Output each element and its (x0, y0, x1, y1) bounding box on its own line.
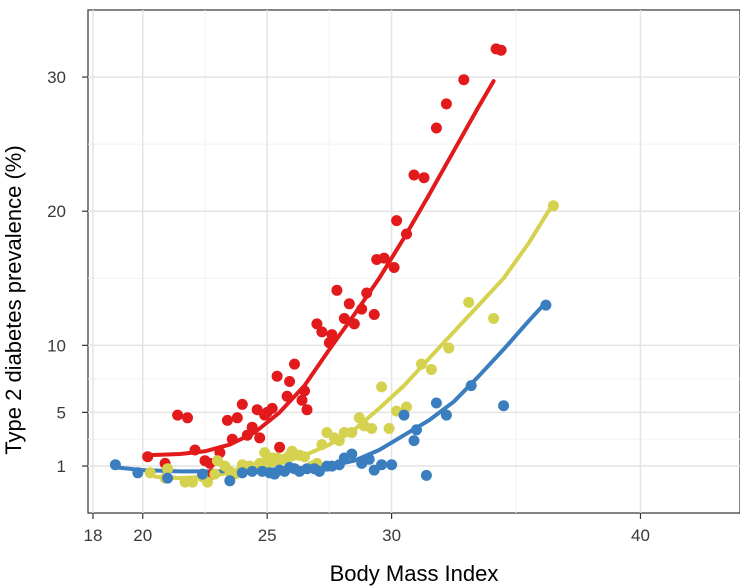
data-point-series-1 (226, 433, 238, 445)
data-point-series-3 (498, 400, 510, 412)
y-tick-label: 20 (47, 202, 66, 221)
data-point-series-1 (172, 409, 184, 421)
data-point-series-1 (221, 414, 233, 426)
data-point-series-1 (361, 287, 373, 299)
data-point-series-1 (391, 215, 403, 227)
x-tick-label: 20 (133, 526, 152, 545)
data-point-series-3 (162, 472, 174, 484)
data-point-series-3 (246, 465, 258, 477)
data-point-series-3 (420, 469, 432, 481)
data-point-series-3 (386, 459, 398, 471)
data-point-series-2 (488, 313, 500, 324)
data-point-series-2 (299, 451, 310, 463)
x-tick-label: 40 (631, 526, 650, 545)
data-point-series-3 (408, 435, 420, 447)
data-point-series-2 (316, 439, 328, 451)
data-point-series-1 (299, 385, 310, 397)
data-point-series-1 (274, 441, 286, 453)
data-point-series-1 (266, 402, 278, 414)
data-point-series-1 (418, 172, 430, 184)
data-point-series-1 (311, 318, 323, 330)
data-point-series-3 (363, 453, 375, 465)
data-point-series-1 (301, 404, 313, 416)
data-point-series-1 (348, 318, 360, 330)
data-point-series-2 (353, 412, 365, 424)
data-point-series-1 (231, 412, 243, 424)
y-axis-ticks: 1 5 10 20 30 (47, 68, 88, 476)
data-point-series-3 (236, 467, 248, 479)
data-point-series-2 (383, 423, 395, 434)
data-point-series-3 (398, 409, 410, 421)
y-tick-label: 30 (47, 68, 66, 87)
x-axis-title: Body Mass Index (330, 561, 499, 586)
data-point-series-1 (368, 309, 380, 320)
y-tick-label: 1 (57, 457, 66, 476)
data-point-series-3 (411, 424, 422, 436)
data-point-series-2 (209, 468, 221, 480)
data-point-series-1 (241, 429, 253, 441)
y-axis-title: Type 2 diabetes prevalence (%) (1, 145, 26, 454)
data-point-series-1 (284, 376, 296, 387)
data-point-series-1 (430, 122, 442, 134)
data-point-series-1 (254, 432, 266, 444)
data-point-series-2 (346, 427, 358, 438)
data-point-series-1 (495, 44, 507, 56)
data-point-series-1 (378, 252, 390, 264)
data-point-series-1 (343, 298, 355, 310)
data-point-series-1 (271, 370, 283, 382)
data-point-series-3 (540, 299, 552, 311)
data-point-series-2 (366, 423, 378, 434)
data-point-series-1 (440, 98, 452, 110)
x-tick-label: 30 (382, 526, 401, 545)
data-point-series-3 (132, 467, 144, 479)
data-point-series-3 (346, 448, 358, 460)
data-point-series-3 (465, 380, 477, 392)
y-tick-label: 10 (47, 336, 66, 355)
data-point-series-1 (338, 313, 350, 324)
data-point-series-1 (142, 451, 154, 463)
data-point-series-1 (326, 329, 338, 341)
data-point-series-2 (425, 364, 437, 375)
data-point-series-1 (316, 326, 328, 338)
data-point-series-2 (202, 476, 213, 488)
data-point-series-1 (458, 74, 470, 86)
data-point-series-1 (408, 169, 420, 181)
data-point-series-3 (224, 475, 236, 487)
data-point-series-2 (443, 342, 455, 354)
data-point-series-2 (144, 467, 156, 479)
data-point-series-1 (296, 394, 308, 406)
data-point-series-1 (281, 390, 293, 402)
data-point-series-2 (463, 296, 475, 308)
data-point-series-2 (333, 435, 345, 447)
data-point-series-1 (356, 303, 368, 315)
data-point-series-1 (331, 284, 343, 296)
data-point-series-1 (289, 358, 300, 370)
data-point-series-1 (182, 412, 193, 424)
y-tick-label: 5 (57, 403, 66, 422)
x-tick-label: 18 (84, 526, 103, 545)
data-point-series-1 (236, 398, 248, 410)
data-point-series-1 (388, 262, 400, 273)
data-point-series-2 (376, 381, 388, 393)
data-point-series-2 (416, 358, 427, 370)
data-point-series-3 (440, 409, 452, 421)
fit-line-1 (145, 79, 496, 458)
data-points (109, 43, 559, 488)
data-point-series-3 (109, 459, 121, 471)
data-point-series-1 (246, 421, 258, 433)
grid-lines (88, 10, 740, 513)
data-point-series-2 (162, 463, 174, 475)
data-point-series-1 (401, 228, 412, 240)
x-axis-ticks: 18 20 25 30 40 (84, 513, 650, 545)
data-point-series-1 (189, 444, 201, 456)
data-point-series-2 (547, 200, 559, 212)
data-point-series-2 (187, 476, 198, 488)
data-point-series-3 (430, 397, 442, 409)
data-point-series-3 (376, 459, 388, 471)
x-tick-label: 25 (258, 526, 277, 545)
data-point-series-3 (197, 468, 208, 480)
